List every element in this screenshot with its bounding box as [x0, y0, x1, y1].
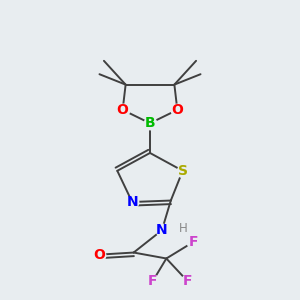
Text: S: S — [178, 164, 188, 178]
Text: O: O — [171, 103, 183, 117]
Text: O: O — [117, 103, 129, 117]
Text: N: N — [156, 223, 168, 237]
Text: F: F — [182, 274, 192, 288]
Text: F: F — [188, 235, 198, 249]
Text: O: O — [94, 248, 105, 262]
Text: H: H — [179, 222, 188, 235]
Text: N: N — [126, 195, 138, 209]
Text: B: B — [145, 116, 155, 130]
Text: F: F — [148, 274, 158, 288]
